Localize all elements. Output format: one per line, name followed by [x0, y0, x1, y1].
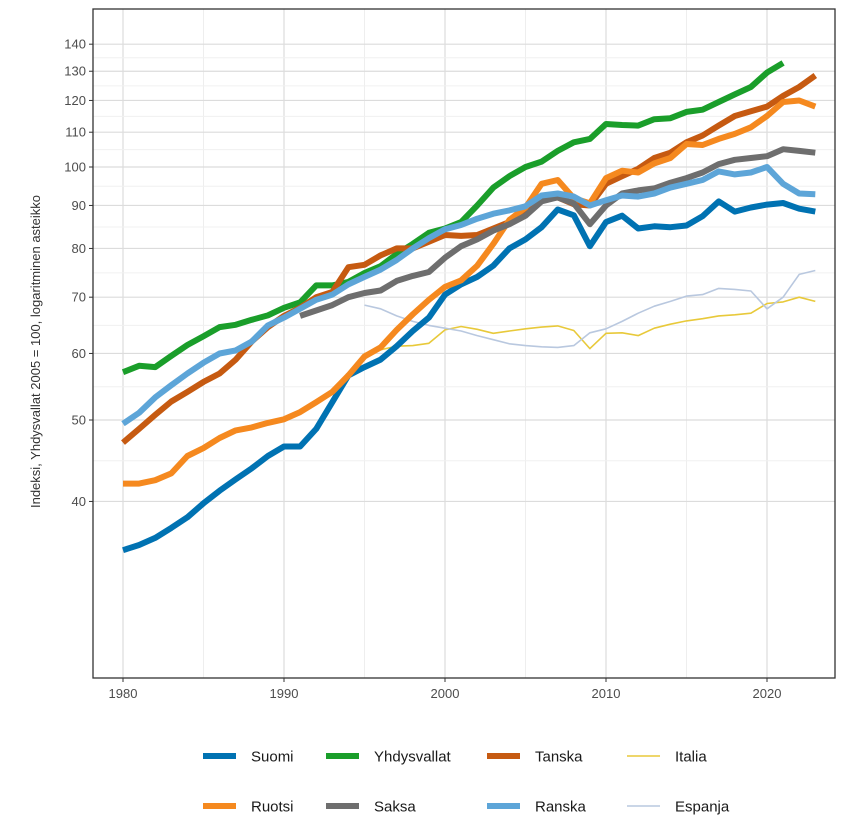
- legend-item-tanska: Tanska: [487, 749, 583, 766]
- y-tick-label: 60: [72, 346, 86, 361]
- legend-label-yhdysvallat: Yhdysvallat: [374, 749, 452, 766]
- series-line-espanja: [364, 269, 816, 349]
- x-tick-label: 2010: [592, 686, 621, 701]
- legend-item-italia: Italia: [627, 749, 707, 766]
- legend-label-italia: Italia: [675, 749, 707, 766]
- legend-item-ranska: Ranska: [487, 799, 587, 816]
- legend-label-espanja: Espanja: [675, 799, 730, 816]
- legend-item-suomi: Suomi: [203, 749, 294, 766]
- x-tick-label: 2020: [753, 686, 782, 701]
- series-line-saksa: [299, 146, 816, 319]
- plot-area: [93, 9, 835, 678]
- legend-item-saksa: Saksa: [326, 799, 416, 816]
- x-tick-label: 1990: [270, 686, 299, 701]
- legend-item-yhdysvallat: Yhdysvallat: [326, 749, 452, 766]
- plot-border: [92, 8, 836, 679]
- series-line-ruotsi: [123, 97, 817, 487]
- y-tick-label: 110: [65, 125, 86, 140]
- legend: Suomi Yhdysvallat Tanska Italia Ruotsi Saksa R…: [203, 749, 730, 816]
- y-tick-label: 70: [72, 290, 86, 305]
- y-tick-label: 100: [64, 160, 86, 175]
- y-tick-label: 120: [64, 93, 86, 108]
- legend-item-ruotsi: Ruotsi: [203, 799, 294, 816]
- y-tick-label: 140: [64, 37, 86, 52]
- y-tick-label: 130: [64, 64, 86, 79]
- legend-label-ranska: Ranska: [535, 799, 587, 816]
- y-axis-title: Indeksi, Yhdysvallat 2005 = 100, logarit…: [28, 195, 43, 508]
- legend-item-espanja: Espanja: [627, 799, 730, 816]
- y-tick-label: 80: [72, 241, 86, 256]
- series-line-italia: [364, 296, 816, 355]
- axes: 1980 1990 2000 2010 2020 40 50 60 70 80 90 100 110 12…: [64, 37, 781, 701]
- legend-label-saksa: Saksa: [374, 799, 416, 816]
- series-line-tanska: [121, 73, 818, 445]
- series-line-ranska: [121, 164, 816, 427]
- legend-label-ruotsi: Ruotsi: [251, 799, 294, 816]
- y-tick-label: 50: [72, 412, 86, 427]
- x-tick-label: 2000: [431, 686, 460, 701]
- series-line-suomi: [122, 198, 816, 554]
- legend-label-tanska: Tanska: [535, 749, 583, 766]
- y-tick-label: 90: [72, 198, 86, 213]
- x-tick-label: 1980: [109, 686, 138, 701]
- series-lines: [121, 60, 818, 554]
- y-tick-label: 40: [72, 494, 86, 509]
- legend-label-suomi: Suomi: [251, 749, 294, 766]
